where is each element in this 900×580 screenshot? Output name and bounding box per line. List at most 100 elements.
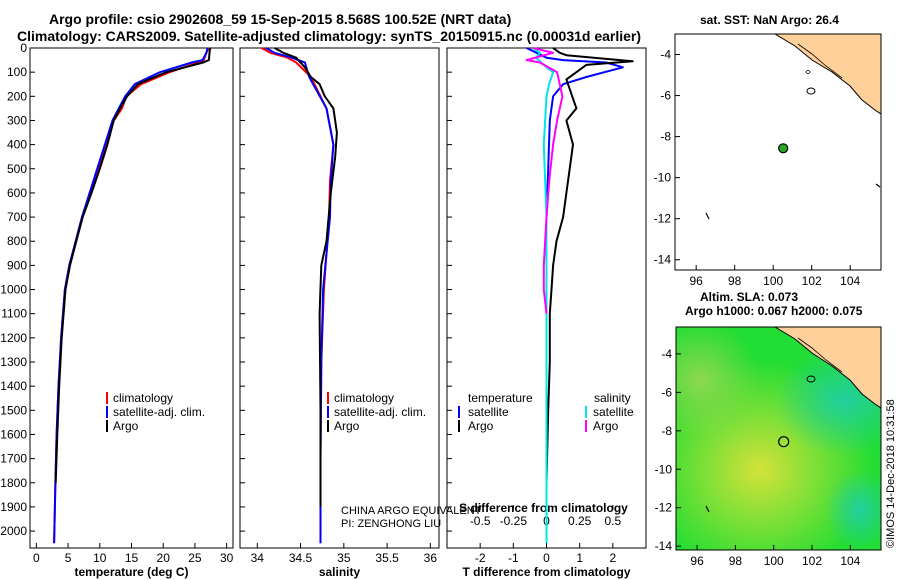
y-tick-label: 1900 bbox=[0, 500, 27, 514]
series-line-satellite-adj-clim- bbox=[53, 47, 209, 544]
legend-label-satellite: satellite-adj. clim. bbox=[334, 405, 426, 419]
x-tick-label: 20 bbox=[157, 551, 171, 565]
map-y-tick-label: -12 bbox=[654, 212, 672, 226]
figure-title-line2: Climatology: CARS2009. Satellite-adjuste… bbox=[17, 28, 642, 44]
legend-label-s-argo: Argo bbox=[593, 419, 619, 433]
y-tick-label: 1700 bbox=[0, 452, 27, 466]
map-x-tick-label: 100 bbox=[764, 554, 784, 568]
series-line-satellite-adj-clim- bbox=[265, 47, 335, 544]
legend-label-satellite: satellite-adj. clim. bbox=[113, 405, 205, 419]
y-tick-label: 1400 bbox=[0, 379, 27, 393]
sst-map-float-marker bbox=[778, 143, 789, 154]
sst-map-coast-fragment bbox=[875, 183, 881, 188]
legend-label-climatology: climatology bbox=[334, 391, 394, 405]
legend-heading-salinity: salinity bbox=[594, 391, 631, 405]
map-x-tick-label: 96 bbox=[689, 274, 703, 288]
difference-panel: -2 -1 0 1 2T difference from climatology -0.5… bbox=[446, 47, 647, 579]
sst-map-island bbox=[805, 70, 811, 74]
sla-map-frame bbox=[675, 326, 882, 551]
map-x-tick-label: 104 bbox=[840, 554, 860, 568]
s-axis-label: S difference from climatology bbox=[459, 501, 628, 515]
equivalent-note: CHINA ARGO EQUIVALENT bbox=[341, 505, 482, 517]
x-tick-label: -2 bbox=[475, 551, 486, 565]
map-y-tick-label: -12 bbox=[655, 501, 673, 515]
sla-map-coast-detail bbox=[797, 337, 843, 373]
sla-map-float-marker bbox=[778, 436, 790, 448]
x-tick-label: 30 bbox=[220, 551, 234, 565]
temperature-panel: 0 5 10 15 20 25 30 temperature (deg C) 0 100 200 30… bbox=[0, 41, 233, 579]
x-tick-label: 1 bbox=[576, 551, 583, 565]
sst-map-island bbox=[806, 87, 816, 95]
map-y-tick-label: -6 bbox=[660, 89, 671, 103]
y-tick-label: 200 bbox=[7, 89, 27, 103]
x-tick-label: 2 bbox=[609, 551, 616, 565]
map-x-tick-label: 102 bbox=[802, 274, 822, 288]
sla-map-title: Altim. SLA: 0.073 bbox=[700, 290, 799, 304]
sst-map-island bbox=[705, 212, 710, 220]
x-tick-label: 0 bbox=[33, 551, 40, 565]
map-y-tick-label: -14 bbox=[654, 253, 672, 267]
map-x-tick-label: 104 bbox=[840, 274, 860, 288]
series-line-argo bbox=[274, 47, 338, 507]
x-tick-label: 5 bbox=[65, 551, 72, 565]
y-tick-label: 0 bbox=[20, 41, 27, 55]
legend-label-t-satellite: satellite bbox=[468, 405, 509, 419]
y-tick-label: 400 bbox=[7, 138, 27, 152]
map-y-tick-label: -4 bbox=[660, 48, 671, 62]
series-line-s-argo bbox=[525, 47, 564, 314]
sla-map-land bbox=[774, 327, 881, 409]
x-tick-label: 36 bbox=[424, 551, 438, 565]
y-tick-label: 900 bbox=[7, 258, 27, 272]
map-x-tick-label: 98 bbox=[729, 554, 743, 568]
sla-map-island bbox=[806, 375, 816, 383]
map-y-tick-label: -10 bbox=[655, 462, 673, 476]
series-line-t-argo bbox=[545, 47, 634, 483]
legend-heading-temperature: temperature bbox=[468, 391, 533, 405]
x-axis-label: T difference from climatology bbox=[462, 565, 630, 579]
map-x-tick-label: 98 bbox=[728, 274, 742, 288]
difference-legend: temperature satellite Argo salinity sate… bbox=[458, 391, 634, 433]
y-tick-label: 1200 bbox=[0, 331, 27, 345]
map-y-tick-label: -4 bbox=[661, 347, 672, 361]
y-tick-label: 1800 bbox=[0, 476, 27, 490]
map-y-tick-label: -10 bbox=[654, 171, 672, 185]
series-line-climatology bbox=[53, 47, 210, 544]
s-axis-tick-label: -0.25 bbox=[500, 514, 528, 528]
y-tick-label: 600 bbox=[7, 186, 27, 200]
series-line-argo bbox=[54, 47, 212, 483]
map-y-tick-label: -6 bbox=[661, 385, 672, 399]
map-x-tick-label: 100 bbox=[763, 274, 783, 288]
y-tick-label: 100 bbox=[7, 65, 27, 79]
salinity-legend: climatology satellite-adj. clim. Argo bbox=[327, 391, 426, 433]
sla-map-island bbox=[705, 505, 710, 513]
y-tick-label: 700 bbox=[7, 210, 27, 224]
sla-map-field-patch bbox=[825, 470, 881, 550]
series-line-t-satellite bbox=[526, 47, 624, 544]
y-tick-label: 1600 bbox=[0, 427, 27, 441]
y-tick-label: 1000 bbox=[0, 283, 27, 297]
x-tick-label: 25 bbox=[188, 551, 202, 565]
y-tick-label: 300 bbox=[7, 113, 27, 127]
sla-map: 96 98 100 102 104 -4 -6 -8 -10 -12 -14 bbox=[655, 326, 882, 568]
sst-map-frame bbox=[674, 33, 882, 271]
legend-label-s-satellite: satellite bbox=[593, 405, 634, 419]
sst-map: 96 98 100 102 104 -4 -6 -8 -10 -12 -14 bbox=[654, 33, 882, 288]
x-tick-label: 0 bbox=[543, 551, 550, 565]
x-tick-label: -1 bbox=[508, 551, 519, 565]
legend-label-t-argo: Argo bbox=[468, 419, 494, 433]
series-line-s-satellite bbox=[532, 47, 555, 544]
s-axis-tick-label: -0.5 bbox=[470, 514, 491, 528]
y-tick-label: 2000 bbox=[0, 524, 27, 538]
y-tick-label: 800 bbox=[7, 234, 27, 248]
pi-note: PI: ZENGHONG LIU bbox=[341, 518, 441, 530]
x-tick-label: 15 bbox=[125, 551, 139, 565]
sst-map-coast-detail bbox=[797, 43, 843, 79]
temperature-legend: climatology satellite-adj. clim. Argo bbox=[106, 391, 205, 433]
x-axis-label: salinity bbox=[319, 565, 361, 579]
y-tick-label: 500 bbox=[7, 162, 27, 176]
y-tick-label: 1100 bbox=[1, 307, 27, 321]
x-tick-label: 34.5 bbox=[289, 551, 313, 565]
legend-label-climatology: climatology bbox=[113, 391, 173, 405]
map-y-tick-label: -8 bbox=[661, 424, 672, 438]
